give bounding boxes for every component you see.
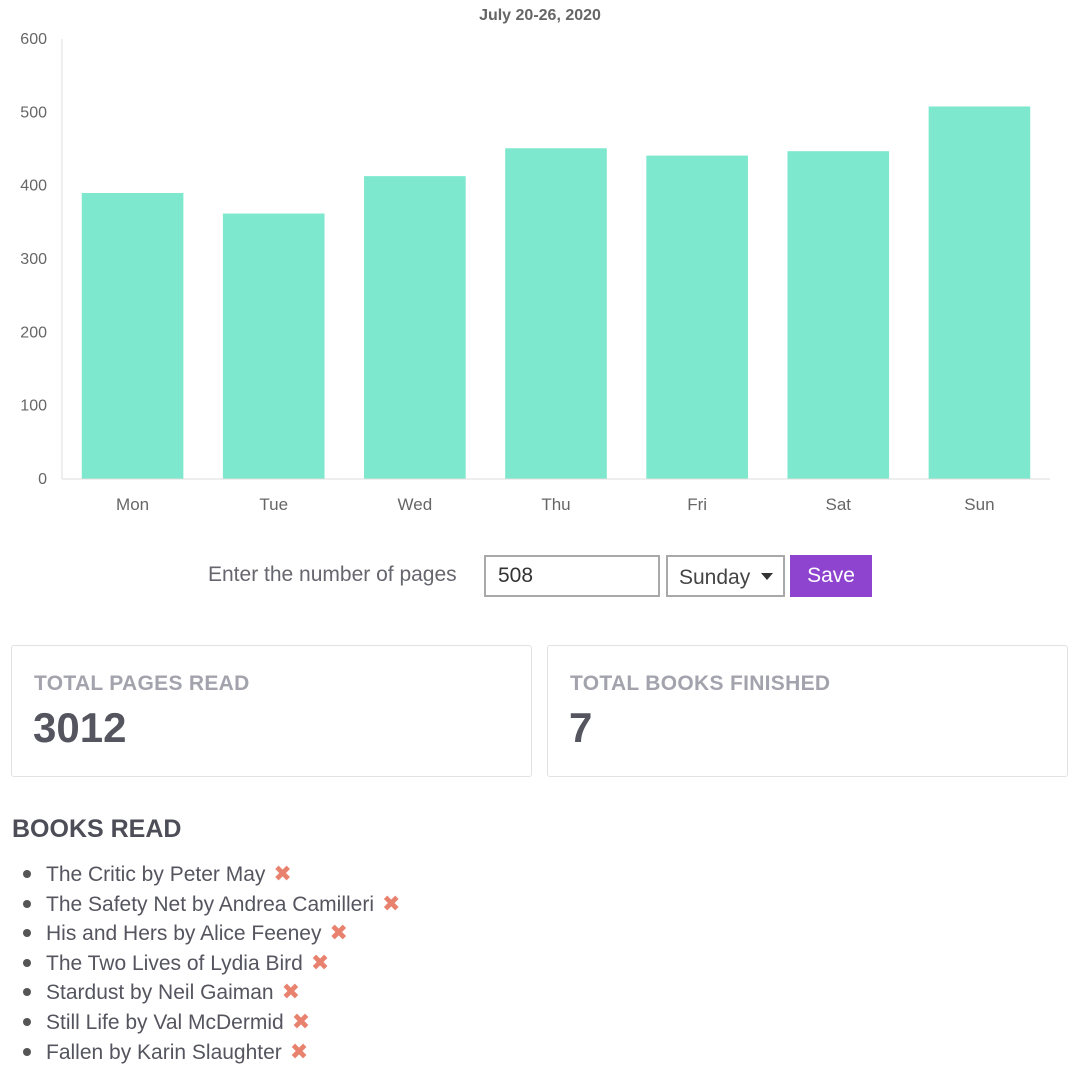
book-title: The Two Lives of Lydia Bird — [46, 951, 303, 975]
remove-x-icon[interactable]: ✖ — [291, 1008, 311, 1034]
total-pages-label: TOTAL PAGES READ — [34, 672, 250, 695]
chart-title: July 20-26, 2020 — [479, 7, 601, 24]
total-books-label: TOTAL BOOKS FINISHED — [570, 672, 831, 695]
book-title: Stardust by Neil Gaiman — [46, 981, 274, 1005]
x-tick-label: Thu — [541, 495, 570, 514]
entry-form: Enter the number of pages Sunday Save — [0, 555, 1080, 597]
x-tick-label: Mon — [116, 495, 149, 514]
list-item: His and Hers by Alice Feeney ✖ — [0, 918, 400, 948]
bar-wed — [364, 176, 466, 479]
pages-entry-label: Enter the number of pages — [208, 563, 457, 586]
bar-tue — [222, 213, 325, 480]
bullet-icon — [23, 1017, 31, 1026]
list-item: Still Life by Val McDermid ✖ — [0, 1007, 400, 1037]
bullet-icon — [23, 988, 31, 997]
book-title: Fallen by Karin Slaughter — [46, 1040, 282, 1064]
bar-sat — [787, 151, 890, 479]
y-tick-label: 0 — [38, 471, 47, 488]
day-select-value: Sunday — [679, 566, 751, 589]
list-item: The Safety Net by Andrea Camilleri ✖ — [0, 889, 400, 919]
x-tick-label: Sun — [964, 495, 994, 514]
total-books-card: TOTAL BOOKS FINISHED 7 — [547, 645, 1068, 777]
bullet-icon — [23, 899, 31, 908]
y-tick-label: 600 — [20, 31, 47, 48]
bar-fri — [646, 155, 748, 479]
list-item: The Critic by Peter May ✖ — [0, 859, 400, 889]
pages-bar-chart: July 20-26, 2020 0 100 200 300 400 500 600 Mon… — [20, 7, 1050, 514]
book-title: The Critic by Peter May — [46, 863, 266, 886]
remove-x-icon[interactable]: ✖ — [310, 949, 330, 975]
total-pages-value: 3012 — [33, 704, 127, 751]
bars — [81, 106, 1031, 480]
bullet-icon — [23, 958, 31, 967]
x-tick-label: Wed — [398, 495, 433, 514]
book-title: His and Hers by Alice Feeney — [46, 922, 322, 946]
y-tick-label: 200 — [20, 324, 47, 341]
x-tick-label: Tue — [259, 495, 288, 514]
remove-x-icon[interactable]: ✖ — [329, 920, 348, 946]
y-tick-label: 400 — [20, 178, 47, 195]
bar-sun — [928, 106, 1031, 479]
y-axis: 0 100 200 300 400 500 600 — [20, 31, 63, 488]
total-books-value: 7 — [569, 704, 593, 751]
books-read-heading: BOOKS READ — [12, 815, 182, 843]
y-tick-label: 300 — [20, 251, 47, 268]
list-item: Stardust by Neil Gaiman ✖ — [0, 977, 400, 1007]
book-title: The Safety Net by Andrea Camilleri — [46, 892, 374, 916]
y-tick-label: 500 — [20, 104, 47, 121]
x-tick-label: Fri — [687, 495, 707, 514]
books-list: The Critic by Peter May ✖ The Safety Net b… — [0, 859, 400, 1066]
pages-input[interactable] — [484, 555, 660, 597]
bullet-icon — [23, 870, 31, 878]
bullet-icon — [23, 1047, 31, 1056]
remove-x-icon[interactable]: ✖ — [289, 1038, 309, 1064]
save-button[interactable]: Save — [790, 555, 872, 597]
list-item: Fallen by Karin Slaughter ✖ — [0, 1037, 400, 1067]
y-tick-label: 100 — [20, 398, 47, 415]
total-pages-card: TOTAL PAGES READ 3012 — [11, 645, 532, 777]
list-item: The Two Lives of Lydia Bird ✖ — [0, 948, 400, 978]
remove-x-icon[interactable]: ✖ — [381, 890, 401, 916]
bullet-icon — [23, 929, 31, 938]
remove-x-icon[interactable]: ✖ — [273, 861, 292, 886]
bar-mon — [81, 193, 184, 479]
chevron-down-icon — [761, 573, 773, 580]
book-title: Still Life by Val McDermid — [46, 1010, 284, 1034]
x-tick-label: Sat — [826, 495, 852, 514]
bar-thu — [505, 148, 607, 479]
day-select[interactable]: Sunday — [666, 555, 785, 597]
x-axis: Mon Tue Wed Thu Fri Sat Sun — [62, 478, 1050, 514]
remove-x-icon[interactable]: ✖ — [281, 979, 301, 1005]
